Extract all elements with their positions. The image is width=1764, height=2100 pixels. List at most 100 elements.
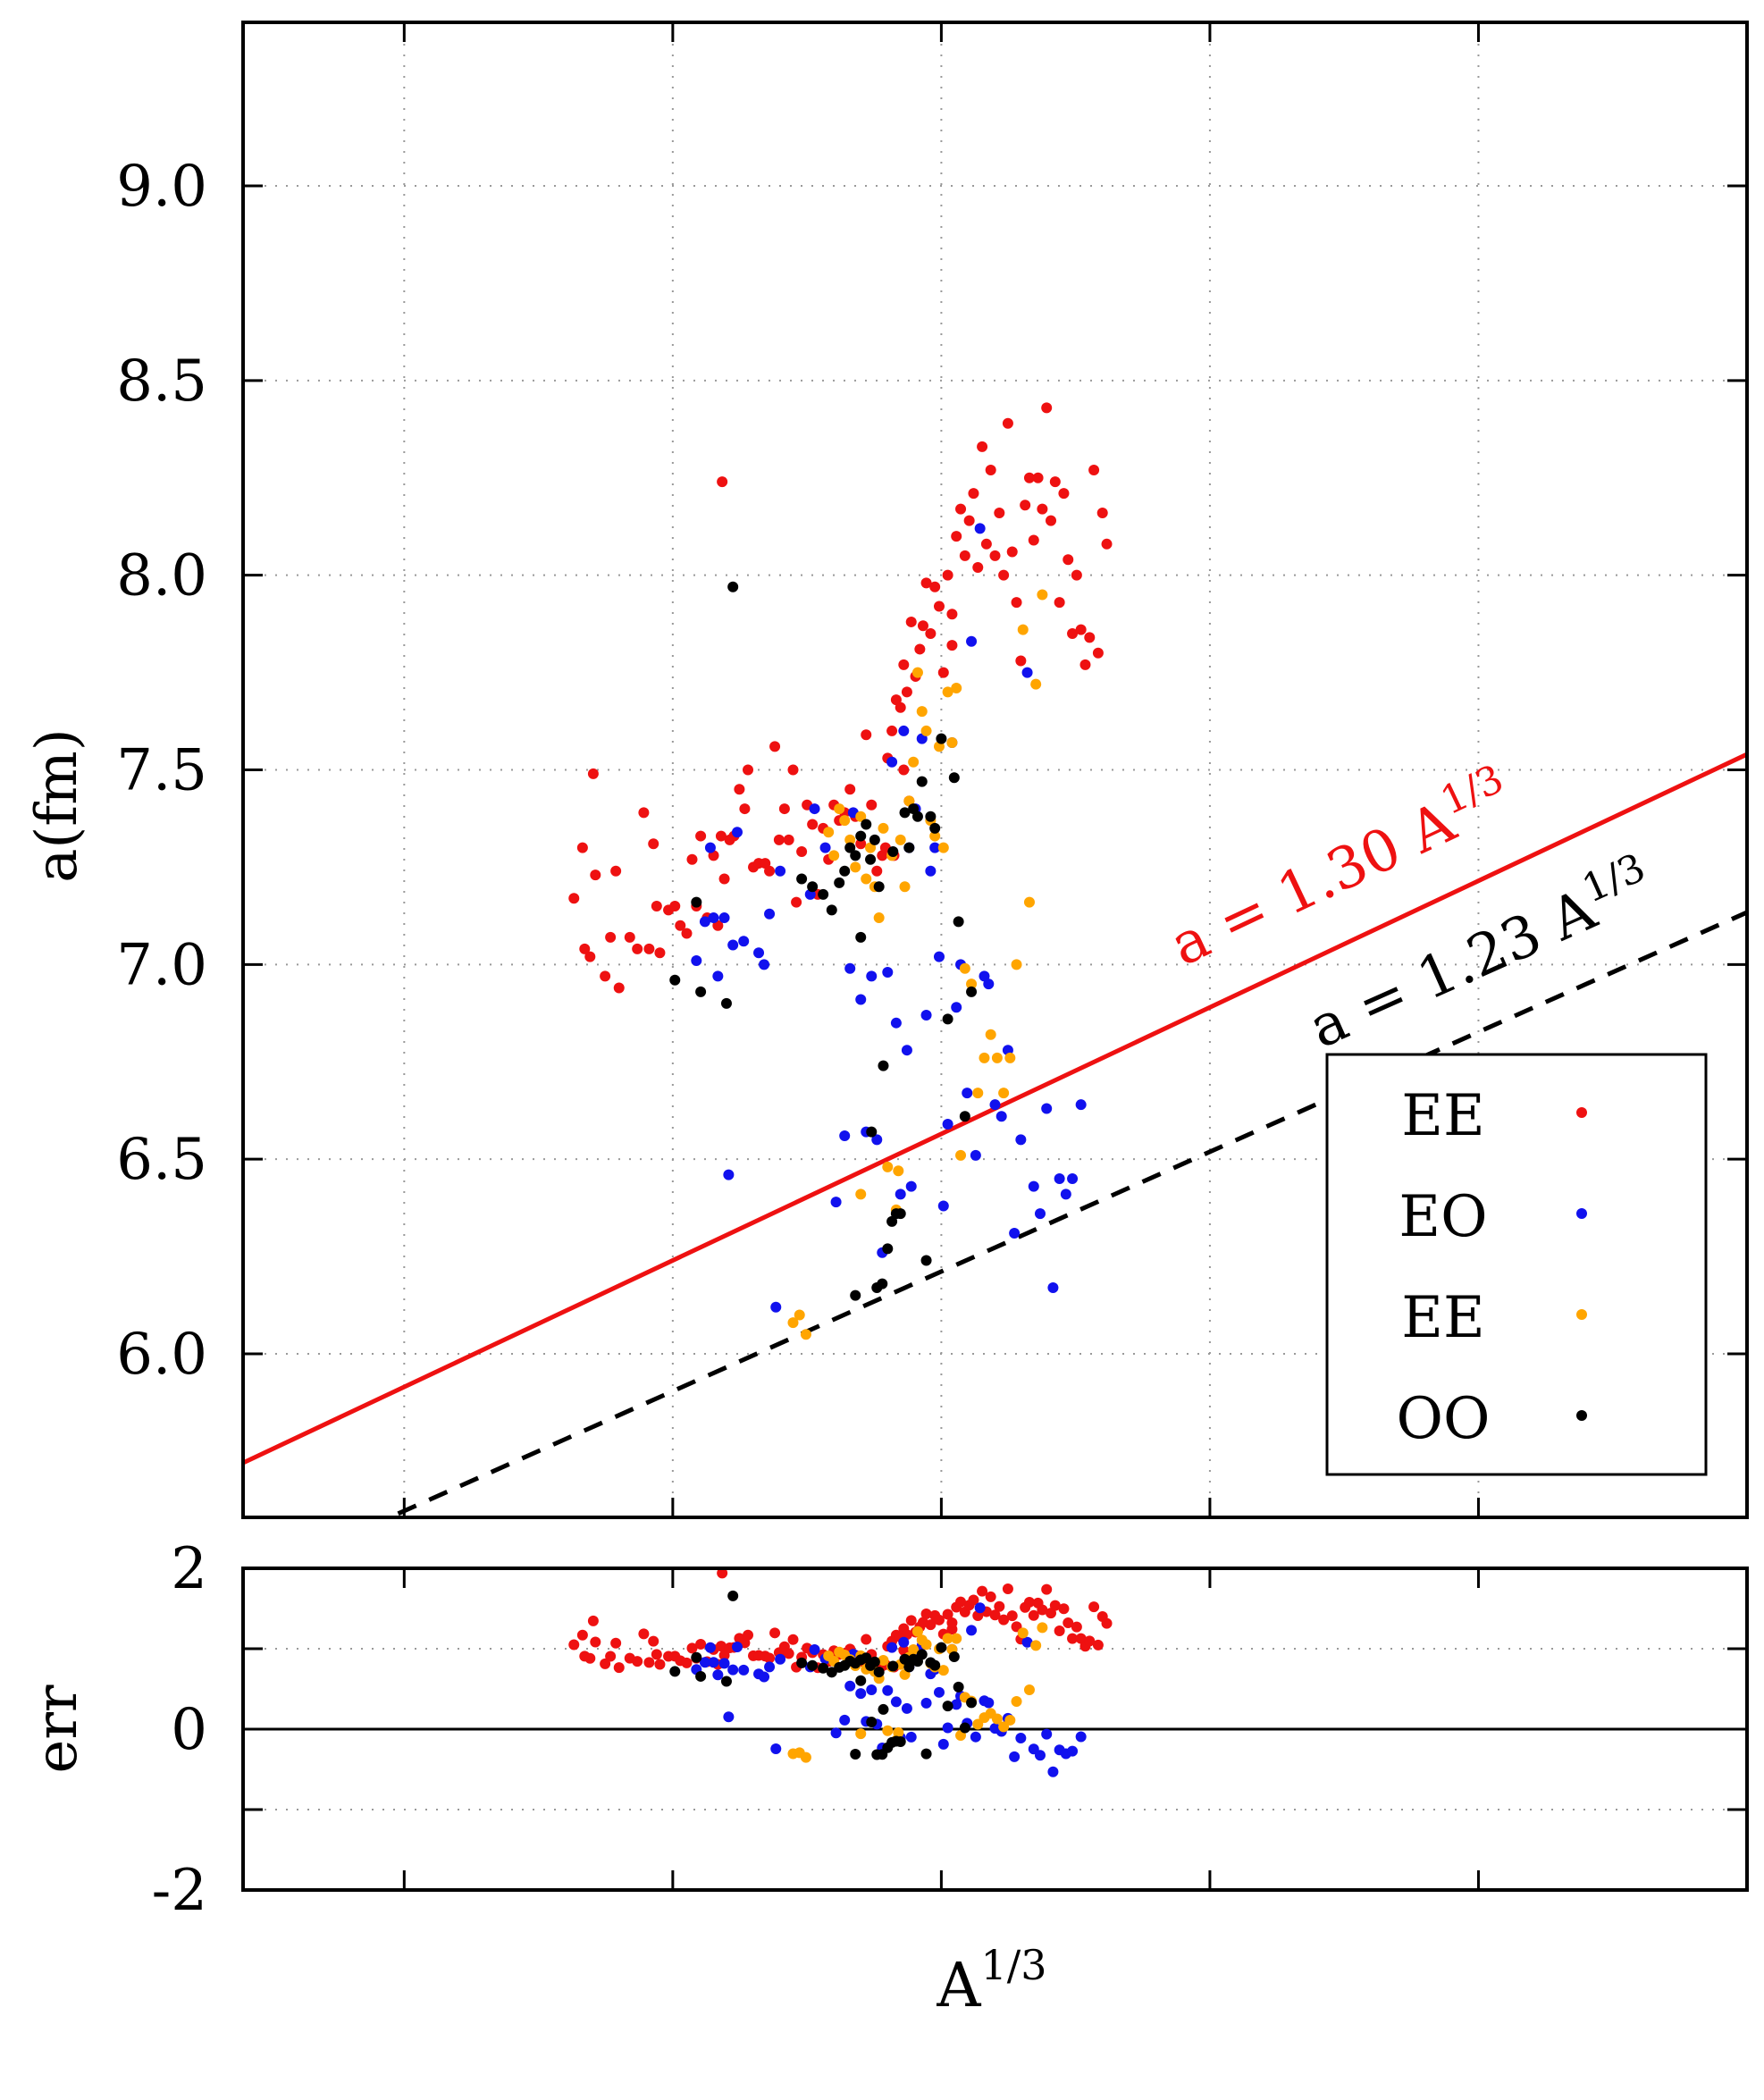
point-ee-red	[783, 834, 794, 845]
point-ee-red	[994, 507, 1005, 518]
point-ee-red	[855, 838, 867, 850]
point-oo-black	[866, 1126, 878, 1138]
point-eo-blue	[708, 912, 719, 924]
residual-point-ee-red	[600, 1658, 611, 1669]
legend-label-ee-red: EE	[1401, 1083, 1484, 1149]
residual-point-oo-black	[695, 1670, 707, 1682]
residual-point-ee-orange	[998, 1721, 1010, 1733]
point-ee-orange	[787, 1317, 799, 1329]
x-axis-label-base: A	[936, 1951, 981, 2021]
residual-point-ee-red	[1023, 1596, 1035, 1608]
residual-point-eo-blue	[882, 1684, 894, 1696]
point-ee-red	[734, 784, 745, 795]
legend-box	[1325, 1053, 1708, 1476]
point-oo-black	[873, 881, 885, 893]
point-ee-orange	[895, 834, 906, 845]
residual-point-oo-black	[920, 1748, 932, 1760]
point-ee-red	[579, 943, 591, 954]
residual-point-oo-black	[877, 1749, 888, 1760]
point-oo-black	[807, 881, 819, 893]
point-ee-orange	[1004, 1052, 1016, 1063]
residual-point-ee-red	[1084, 1635, 1096, 1647]
point-ee-orange	[823, 827, 835, 838]
residual-point-ee-red	[1006, 1610, 1018, 1622]
point-oo-black	[850, 1289, 861, 1301]
point-eo-blue	[1041, 1103, 1053, 1114]
residual-point-ee-red	[605, 1651, 617, 1662]
point-ee-red	[769, 741, 781, 752]
point-ee-red	[989, 550, 1001, 561]
residual-point-ee-red	[942, 1609, 953, 1620]
point-eo-blue	[866, 970, 878, 982]
residual-point-eo-blue	[1047, 1766, 1059, 1777]
point-eo-blue	[1015, 1134, 1027, 1146]
residual-point-eo-blue	[855, 1688, 867, 1700]
residual-point-oo-black	[959, 1722, 970, 1734]
residual-point-oo-black	[807, 1659, 819, 1671]
residual-point-eo-blue	[839, 1714, 851, 1726]
point-ee-red	[914, 643, 926, 655]
residual-point-ee-red	[955, 1596, 967, 1608]
residual-point-oo-black	[948, 1651, 960, 1663]
point-eo-blue	[775, 865, 786, 877]
legend-marker-ee-red	[1576, 1107, 1587, 1118]
point-oo-black	[953, 916, 964, 928]
residual-y-tick-label: 2	[171, 1536, 207, 1602]
residual-point-eo-blue	[1075, 1731, 1087, 1743]
point-ee-red	[715, 830, 727, 842]
point-ee-red	[739, 803, 751, 815]
point-ee-red	[643, 943, 655, 954]
point-ee-red	[946, 640, 958, 651]
point-ee-red	[925, 628, 937, 640]
point-eo-blue	[819, 842, 831, 853]
residual-point-ee-orange	[972, 1718, 984, 1730]
residual-point-oo-black	[855, 1675, 867, 1686]
point-oo-black	[818, 888, 829, 900]
y-tick-label: 6.5	[116, 1127, 207, 1193]
residual-point-eo-blue	[890, 1696, 902, 1708]
point-ee-orange	[844, 834, 856, 845]
point-oo-black	[966, 986, 978, 997]
residual-point-ee-red	[1037, 1604, 1048, 1616]
point-ee-red	[717, 476, 728, 488]
point-oo-black	[936, 733, 947, 744]
point-oo-black	[720, 997, 732, 1009]
residual-point-ee-red	[783, 1648, 794, 1659]
residual-point-eo-blue	[1015, 1733, 1027, 1744]
main-grid	[243, 22, 1747, 1517]
point-oo-black	[727, 581, 739, 592]
point-eo-blue	[830, 1197, 842, 1208]
point-oo-black	[855, 931, 867, 943]
residual-point-eo-blue	[712, 1669, 724, 1681]
point-ee-orange	[839, 815, 851, 827]
residual-point-oo-black	[796, 1657, 808, 1668]
point-ee-orange	[873, 912, 885, 924]
residual-point-ee-orange	[893, 1726, 904, 1738]
point-ee-red	[681, 928, 693, 939]
point-eo-blue	[962, 1088, 973, 1099]
point-ee-red	[743, 764, 754, 776]
point-ee-orange	[1030, 678, 1042, 690]
point-ee-red	[1041, 402, 1053, 414]
residual-point-ee-orange	[882, 1725, 894, 1736]
point-eo-blue	[699, 916, 710, 928]
residual-point-ee-orange	[942, 1633, 953, 1644]
legend: EE EO EE OO	[1325, 1053, 1708, 1476]
point-eo-blue	[871, 1134, 883, 1146]
point-ee-red	[905, 616, 917, 627]
point-ee-red	[1002, 417, 1013, 429]
residual-point-eo-blue	[699, 1657, 710, 1668]
point-eo-blue	[966, 635, 978, 647]
point-oo-black	[929, 822, 941, 834]
residual-point-eo-blue	[1041, 1728, 1053, 1740]
residual-point-ee-red	[1028, 1609, 1039, 1621]
point-ee-orange	[1011, 959, 1022, 970]
point-oo-black	[844, 842, 856, 853]
point-eo-blue	[1067, 1172, 1079, 1184]
residual-point-ee-red	[643, 1657, 655, 1668]
point-eo-blue	[989, 1099, 1001, 1111]
residual-point-eo-blue	[764, 1661, 776, 1673]
residual-point-ee-orange	[1004, 1714, 1016, 1726]
point-ee-red	[1067, 628, 1079, 640]
point-ee-red	[613, 982, 625, 994]
